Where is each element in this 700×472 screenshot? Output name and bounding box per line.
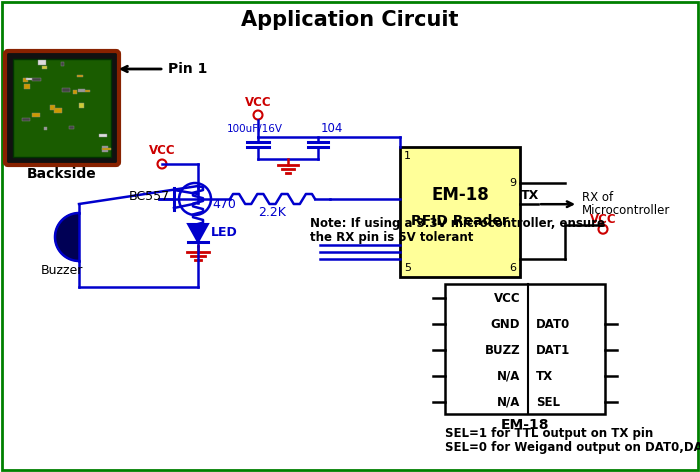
Text: VCC: VCC — [245, 96, 272, 110]
Bar — [13, 59, 111, 157]
Bar — [42, 66, 47, 69]
Text: BC557: BC557 — [129, 189, 170, 202]
Text: 470: 470 — [212, 199, 236, 211]
Text: RFID Reader: RFID Reader — [411, 214, 509, 228]
Bar — [44, 126, 47, 130]
Text: Pin 1: Pin 1 — [168, 62, 207, 76]
Text: VCC: VCC — [494, 292, 520, 305]
Bar — [61, 62, 64, 66]
Text: BUZZ: BUZZ — [484, 344, 520, 357]
Bar — [78, 89, 85, 92]
Text: N/A: N/A — [497, 370, 520, 383]
Bar — [32, 78, 41, 81]
Text: LED: LED — [211, 226, 238, 238]
Bar — [50, 105, 55, 110]
Bar — [85, 90, 90, 93]
Text: VCC: VCC — [589, 213, 616, 226]
Bar — [38, 60, 46, 65]
Bar — [23, 78, 28, 82]
Bar — [62, 88, 69, 92]
Text: 104: 104 — [321, 123, 344, 135]
Text: GND: GND — [491, 318, 520, 331]
Bar — [445, 284, 605, 414]
Bar — [400, 147, 520, 277]
Text: Buzzer: Buzzer — [41, 264, 83, 278]
Text: SEL=0 for Weigand output on DAT0,DAT1 pin: SEL=0 for Weigand output on DAT0,DAT1 pi… — [445, 441, 700, 455]
Bar — [102, 148, 111, 150]
Text: 5: 5 — [404, 263, 411, 273]
Bar — [25, 84, 30, 89]
Text: Backside: Backside — [27, 167, 97, 181]
Text: SEL: SEL — [536, 396, 560, 409]
Bar — [77, 75, 83, 77]
Text: 2.2K: 2.2K — [258, 207, 286, 219]
Text: EM-18: EM-18 — [431, 186, 489, 204]
Bar — [79, 103, 83, 108]
Text: RX of: RX of — [582, 191, 613, 204]
Bar — [102, 146, 108, 152]
Text: N/A: N/A — [497, 396, 520, 409]
Text: DAT0: DAT0 — [536, 318, 570, 331]
Text: VCC: VCC — [148, 144, 175, 158]
Polygon shape — [188, 224, 208, 242]
Text: TX: TX — [536, 370, 553, 383]
Text: Note: If using a 3.3V microcontroller, ensure: Note: If using a 3.3V microcontroller, e… — [310, 218, 605, 230]
Text: Application Circuit: Application Circuit — [241, 10, 458, 30]
Bar — [69, 126, 74, 128]
Text: 9: 9 — [509, 178, 516, 188]
Bar — [54, 108, 62, 113]
Bar — [26, 78, 32, 81]
Bar — [32, 113, 40, 118]
Text: Microcontroller: Microcontroller — [582, 204, 671, 217]
Text: 100uF/16V: 100uF/16V — [227, 124, 283, 134]
Bar — [22, 118, 30, 121]
Text: EM-18: EM-18 — [500, 418, 550, 432]
Polygon shape — [55, 213, 79, 261]
Bar — [74, 91, 77, 93]
Text: SEL=1 for TTL output on TX pin: SEL=1 for TTL output on TX pin — [445, 428, 653, 440]
Text: 1: 1 — [404, 151, 411, 161]
FancyBboxPatch shape — [5, 51, 119, 165]
Text: the RX pin is 5V tolerant: the RX pin is 5V tolerant — [310, 231, 473, 244]
Text: DAT1: DAT1 — [536, 344, 570, 357]
Text: 6: 6 — [509, 263, 516, 273]
Text: TX: TX — [521, 189, 539, 202]
Bar — [99, 134, 106, 137]
